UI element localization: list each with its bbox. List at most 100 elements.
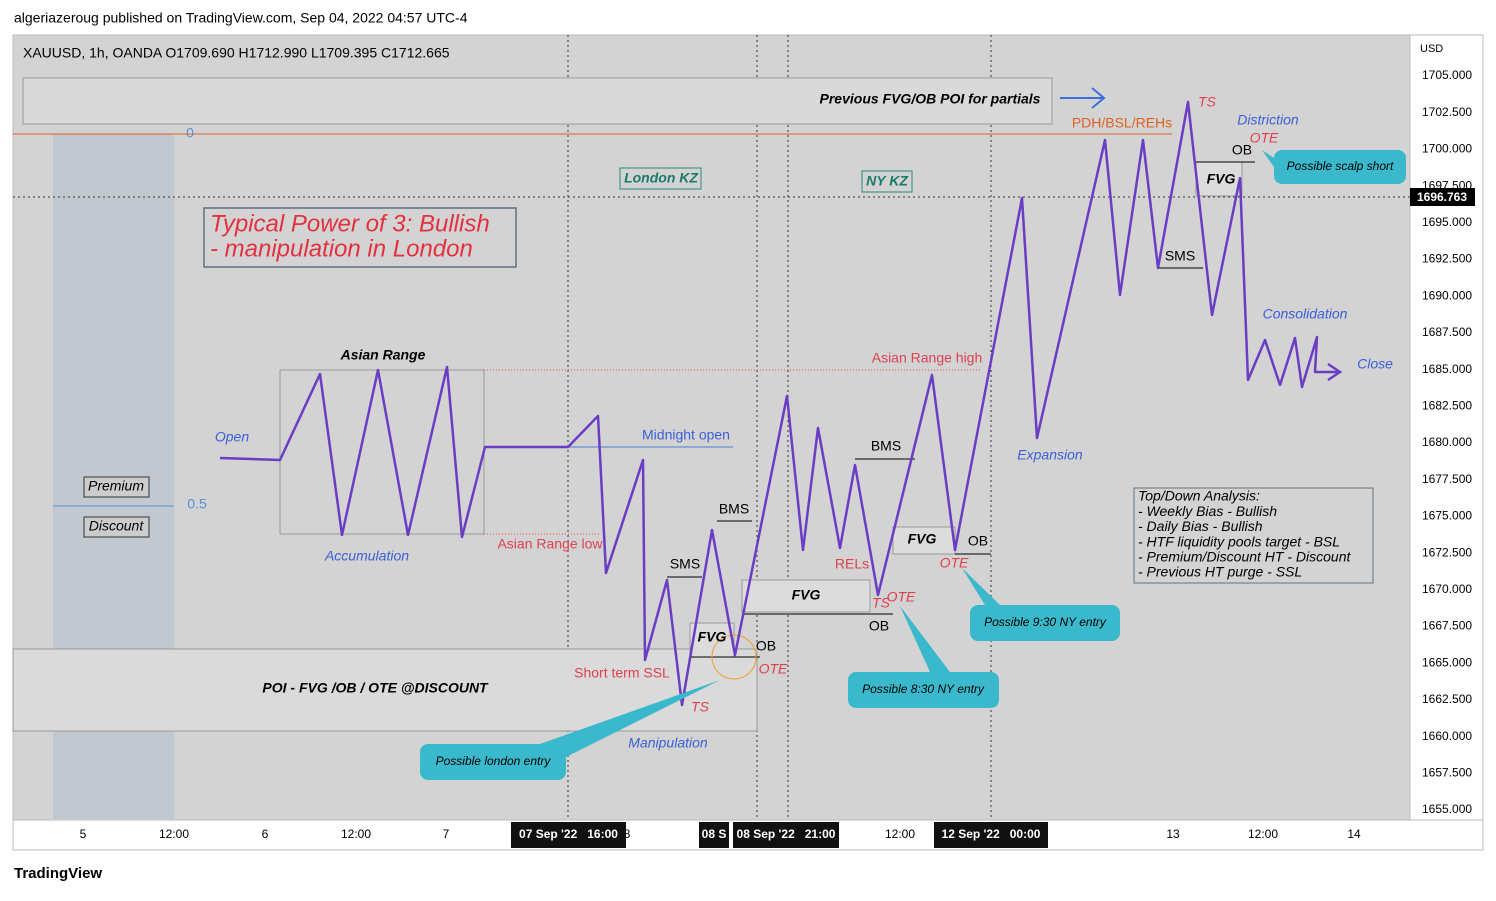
annotation: TS: [872, 595, 891, 611]
annotation: OTE: [1250, 130, 1279, 146]
annotation: Asian Range high: [872, 350, 983, 366]
annotation: TS: [691, 699, 710, 715]
annotation: OB: [756, 638, 776, 654]
annotation: BMS: [871, 438, 901, 454]
time-tick: 14: [1347, 827, 1361, 841]
annotation: BMS: [719, 501, 749, 517]
annotation: OB: [1232, 142, 1252, 158]
annotation: OTE: [940, 555, 969, 571]
annotation: RELs: [835, 556, 869, 572]
label-box: [83, 516, 150, 538]
price-tick: 1677.500: [1422, 472, 1472, 486]
annotation: SMS: [670, 556, 700, 572]
price-tick: 1657.500: [1422, 765, 1472, 779]
analysis-line: - HTF liquidity pools target - BSL: [1138, 533, 1340, 549]
time-badge: [733, 822, 839, 848]
time-tick: 12:00: [341, 827, 371, 841]
annotation: Discount: [89, 518, 145, 534]
annotation: PDH/BSL/REHs: [1072, 115, 1172, 131]
footer: TradingView: [14, 865, 102, 882]
annotation: FVG: [1207, 171, 1236, 187]
annotation: Midnight open: [642, 427, 730, 443]
price-tick: 1660.000: [1422, 729, 1472, 743]
time-badge: [511, 822, 626, 848]
annotation: OB: [869, 618, 889, 634]
time-tick: 6: [262, 827, 269, 841]
callout-text: Possible scalp short: [1287, 159, 1394, 173]
price-axis: [1409, 34, 1484, 821]
price-tick: 1700.000: [1422, 142, 1472, 156]
price-tick: 1702.500: [1422, 105, 1472, 119]
time-tick: 12:00: [159, 827, 189, 841]
price-tick: 1685.000: [1422, 362, 1472, 376]
annotation: FVG: [908, 531, 937, 547]
fvg-box: [1195, 161, 1243, 197]
price-tick: 1690.000: [1422, 288, 1472, 302]
header: algeriazeroug published on TradingView.c…: [14, 10, 468, 26]
annotation: Consolidation: [1263, 306, 1348, 322]
entry-circle: [711, 634, 757, 680]
annotation: Expansion: [1017, 447, 1083, 463]
analysis-line: - Previous HT purge - SSL: [1138, 564, 1302, 580]
annotation: NY KZ: [866, 173, 908, 189]
time-badge-label: 08 S: [702, 827, 727, 841]
analysis-line: - Weekly Bias - Bullish: [1138, 503, 1277, 519]
fvg-box: [741, 579, 871, 613]
price-tick: 1662.500: [1422, 692, 1472, 706]
price-tick: 1655.000: [1422, 802, 1472, 816]
kz-box: [861, 170, 913, 193]
price-tick: 1680.000: [1422, 435, 1472, 449]
price-tick: 1665.000: [1422, 655, 1472, 669]
price-tick: 1705.000: [1422, 68, 1472, 82]
price-tick: 1682.500: [1422, 398, 1472, 412]
price-badge: [1410, 188, 1475, 206]
annotation: Asian Range: [340, 347, 426, 363]
price-tick: 1687.500: [1422, 325, 1472, 339]
time-badge: [934, 822, 1048, 848]
annotation: Previous FVG/OB POI for partials: [820, 91, 1041, 107]
annotation: TS: [1198, 94, 1217, 110]
price-tick: 1692.500: [1422, 252, 1472, 266]
title-line: - manipulation in London: [210, 235, 473, 262]
price-tick: 1667.500: [1422, 619, 1472, 633]
annotation: Distriction: [1237, 112, 1299, 128]
callout-bubbles: [420, 150, 1406, 780]
time-badge-label: 12 Sep '22 00:00: [942, 827, 1041, 841]
price-tick: 1670.000: [1422, 582, 1472, 596]
fvg-box: [689, 622, 735, 658]
annotation: Manipulation: [628, 735, 708, 751]
poi-box: [22, 77, 1053, 125]
annotation: FVG: [792, 587, 821, 603]
title-box: [203, 207, 517, 268]
analysis-line: - Premium/Discount HT - Discount: [1138, 549, 1351, 565]
annotation: FVG: [698, 629, 727, 645]
callout-text: Possible 9:30 NY entry: [984, 615, 1107, 629]
price-tick: 1695.000: [1422, 215, 1472, 229]
time-tick: 12:00: [885, 827, 915, 841]
time-badge-label: 08 Sep '22 21:00: [737, 827, 836, 841]
annotation: Asian Range low: [497, 536, 603, 552]
session-lines: [13, 35, 1410, 820]
time-tick: 12:00: [1248, 827, 1278, 841]
annotation: Short term SSL: [574, 665, 670, 681]
title-line: Typical Power of 3: Bullish: [210, 210, 490, 237]
annotation: OTE: [887, 589, 916, 605]
annotation: London KZ: [624, 170, 698, 186]
annotation: OB: [968, 533, 988, 549]
symbol: XAUUSD, 1h, OANDA O1709.690 H1712.990 L1…: [23, 45, 450, 61]
currency: USD: [1420, 43, 1443, 55]
time-tick: 8: [624, 827, 631, 841]
price-tick: 1672.500: [1422, 545, 1472, 559]
time-tick: 7: [443, 827, 450, 841]
time-tick: 13: [1166, 827, 1180, 841]
annotation: Close: [1357, 356, 1393, 372]
time-badge-label: 07 Sep '22 16:00: [519, 827, 618, 841]
price-tick: 1675.000: [1422, 509, 1472, 523]
analysis-line: Top/Down Analysis:: [1138, 488, 1260, 504]
kz-box: [619, 167, 702, 190]
annotation: 0.5: [187, 496, 207, 512]
structure-lines: [667, 161, 1255, 658]
callout-text: Possible 8:30 NY entry: [862, 682, 985, 696]
